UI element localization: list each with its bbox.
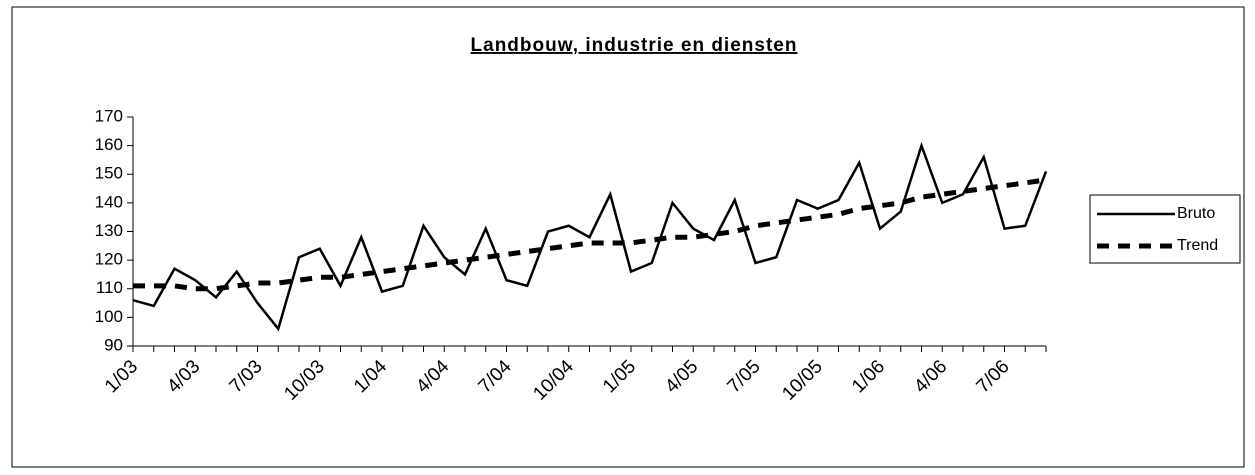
y-tick-label: 110 [96, 278, 123, 297]
y-tick-label: 140 [95, 192, 123, 211]
legend-label: Bruto [1177, 205, 1215, 222]
line-series [132, 141, 1048, 332]
y-tick-label: 120 [95, 250, 123, 269]
line-series [133, 177, 1047, 292]
y-tick-label: 150 [95, 164, 123, 183]
chart-border [11, 6, 1245, 468]
y-tick-label: 100 [95, 307, 123, 326]
legend-label: Trend [1177, 237, 1218, 254]
y-tick-label: 130 [95, 221, 123, 240]
y-tick-label: 160 [95, 135, 123, 154]
y-tick-label: 90 [104, 335, 123, 354]
legend-box [1089, 194, 1241, 264]
chart-title: Landbouw, industrie en diensten [471, 35, 798, 56]
y-tick-label: 170 [95, 106, 123, 125]
